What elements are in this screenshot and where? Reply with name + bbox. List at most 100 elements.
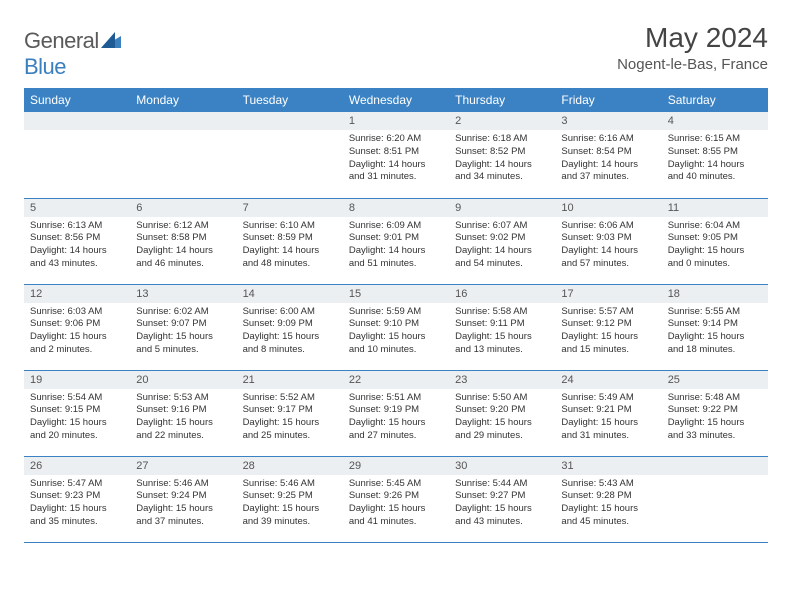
day-cell: 21Sunrise: 5:52 AMSunset: 9:17 PMDayligh… (237, 370, 343, 456)
day-number: 31 (555, 457, 661, 475)
day-number (662, 457, 768, 475)
day-cell: 1Sunrise: 6:20 AMSunset: 8:51 PMDaylight… (343, 112, 449, 198)
day-number: 23 (449, 371, 555, 389)
day-number: 15 (343, 285, 449, 303)
empty-cell (662, 456, 768, 542)
day-content: Sunrise: 5:53 AMSunset: 9:16 PMDaylight:… (130, 389, 236, 447)
day-cell: 15Sunrise: 5:59 AMSunset: 9:10 PMDayligh… (343, 284, 449, 370)
weekday-header: Tuesday (237, 88, 343, 112)
weekday-header: Wednesday (343, 88, 449, 112)
day-number: 13 (130, 285, 236, 303)
day-cell: 11Sunrise: 6:04 AMSunset: 9:05 PMDayligh… (662, 198, 768, 284)
day-content: Sunrise: 5:46 AMSunset: 9:24 PMDaylight:… (130, 475, 236, 533)
calendar-table: SundayMondayTuesdayWednesdayThursdayFrid… (24, 88, 768, 543)
day-cell: 17Sunrise: 5:57 AMSunset: 9:12 PMDayligh… (555, 284, 661, 370)
title-block: May 2024 Nogent-le-Bas, France (617, 22, 768, 73)
day-content: Sunrise: 6:07 AMSunset: 9:02 PMDaylight:… (449, 217, 555, 275)
day-cell: 25Sunrise: 5:48 AMSunset: 9:22 PMDayligh… (662, 370, 768, 456)
empty-cell (130, 112, 236, 198)
calendar-row: 5Sunrise: 6:13 AMSunset: 8:56 PMDaylight… (24, 198, 768, 284)
day-cell: 13Sunrise: 6:02 AMSunset: 9:07 PMDayligh… (130, 284, 236, 370)
day-cell: 9Sunrise: 6:07 AMSunset: 9:02 PMDaylight… (449, 198, 555, 284)
calendar-row: 12Sunrise: 6:03 AMSunset: 9:06 PMDayligh… (24, 284, 768, 370)
day-cell: 22Sunrise: 5:51 AMSunset: 9:19 PMDayligh… (343, 370, 449, 456)
day-content: Sunrise: 6:15 AMSunset: 8:55 PMDaylight:… (662, 130, 768, 188)
day-number: 11 (662, 199, 768, 217)
day-number: 27 (130, 457, 236, 475)
day-cell: 4Sunrise: 6:15 AMSunset: 8:55 PMDaylight… (662, 112, 768, 198)
day-content: Sunrise: 5:44 AMSunset: 9:27 PMDaylight:… (449, 475, 555, 533)
day-content: Sunrise: 6:12 AMSunset: 8:58 PMDaylight:… (130, 217, 236, 275)
month-title: May 2024 (617, 22, 768, 54)
day-number: 4 (662, 112, 768, 130)
logo-shape (101, 28, 121, 54)
weekday-header: Sunday (24, 88, 130, 112)
day-content: Sunrise: 5:49 AMSunset: 9:21 PMDaylight:… (555, 389, 661, 447)
day-number: 1 (343, 112, 449, 130)
day-cell: 7Sunrise: 6:10 AMSunset: 8:59 PMDaylight… (237, 198, 343, 284)
calendar-body: 1Sunrise: 6:20 AMSunset: 8:51 PMDaylight… (24, 112, 768, 542)
day-cell: 3Sunrise: 6:16 AMSunset: 8:54 PMDaylight… (555, 112, 661, 198)
day-content (130, 130, 236, 180)
location: Nogent-le-Bas, France (617, 56, 768, 73)
day-cell: 31Sunrise: 5:43 AMSunset: 9:28 PMDayligh… (555, 456, 661, 542)
calendar-row: 26Sunrise: 5:47 AMSunset: 9:23 PMDayligh… (24, 456, 768, 542)
day-number: 6 (130, 199, 236, 217)
day-content: Sunrise: 6:02 AMSunset: 9:07 PMDaylight:… (130, 303, 236, 361)
weekday-header: Friday (555, 88, 661, 112)
day-number: 16 (449, 285, 555, 303)
day-number (237, 112, 343, 130)
day-content: Sunrise: 6:03 AMSunset: 9:06 PMDaylight:… (24, 303, 130, 361)
day-content: Sunrise: 5:57 AMSunset: 9:12 PMDaylight:… (555, 303, 661, 361)
empty-cell (24, 112, 130, 198)
day-cell: 30Sunrise: 5:44 AMSunset: 9:27 PMDayligh… (449, 456, 555, 542)
day-content: Sunrise: 5:47 AMSunset: 9:23 PMDaylight:… (24, 475, 130, 533)
day-cell: 12Sunrise: 6:03 AMSunset: 9:06 PMDayligh… (24, 284, 130, 370)
day-number: 20 (130, 371, 236, 389)
day-cell: 16Sunrise: 5:58 AMSunset: 9:11 PMDayligh… (449, 284, 555, 370)
day-number: 26 (24, 457, 130, 475)
day-cell: 18Sunrise: 5:55 AMSunset: 9:14 PMDayligh… (662, 284, 768, 370)
day-content: Sunrise: 5:45 AMSunset: 9:26 PMDaylight:… (343, 475, 449, 533)
header: GeneralBlue May 2024 Nogent-le-Bas, Fran… (24, 22, 768, 80)
day-number (130, 112, 236, 130)
day-number: 29 (343, 457, 449, 475)
day-content: Sunrise: 5:59 AMSunset: 9:10 PMDaylight:… (343, 303, 449, 361)
day-content: Sunrise: 6:06 AMSunset: 9:03 PMDaylight:… (555, 217, 661, 275)
day-cell: 10Sunrise: 6:06 AMSunset: 9:03 PMDayligh… (555, 198, 661, 284)
day-cell: 20Sunrise: 5:53 AMSunset: 9:16 PMDayligh… (130, 370, 236, 456)
calendar-row: 1Sunrise: 6:20 AMSunset: 8:51 PMDaylight… (24, 112, 768, 198)
day-content: Sunrise: 5:48 AMSunset: 9:22 PMDaylight:… (662, 389, 768, 447)
day-content: Sunrise: 5:46 AMSunset: 9:25 PMDaylight:… (237, 475, 343, 533)
day-content (662, 475, 768, 525)
day-content: Sunrise: 6:20 AMSunset: 8:51 PMDaylight:… (343, 130, 449, 188)
day-cell: 24Sunrise: 5:49 AMSunset: 9:21 PMDayligh… (555, 370, 661, 456)
weekday-header: Thursday (449, 88, 555, 112)
weekday-header-row: SundayMondayTuesdayWednesdayThursdayFrid… (24, 88, 768, 112)
calendar-row: 19Sunrise: 5:54 AMSunset: 9:15 PMDayligh… (24, 370, 768, 456)
day-number: 18 (662, 285, 768, 303)
day-content: Sunrise: 6:16 AMSunset: 8:54 PMDaylight:… (555, 130, 661, 188)
day-number: 10 (555, 199, 661, 217)
day-number: 8 (343, 199, 449, 217)
day-number: 7 (237, 199, 343, 217)
weekday-header: Monday (130, 88, 236, 112)
day-number: 14 (237, 285, 343, 303)
day-number (24, 112, 130, 130)
day-content: Sunrise: 5:52 AMSunset: 9:17 PMDaylight:… (237, 389, 343, 447)
day-content: Sunrise: 6:10 AMSunset: 8:59 PMDaylight:… (237, 217, 343, 275)
logo-word-general: General (24, 28, 99, 53)
day-cell: 8Sunrise: 6:09 AMSunset: 9:01 PMDaylight… (343, 198, 449, 284)
logo: GeneralBlue (24, 28, 121, 80)
weekday-header: Saturday (662, 88, 768, 112)
logo-word-blue: Blue (24, 54, 66, 79)
day-number: 22 (343, 371, 449, 389)
day-number: 2 (449, 112, 555, 130)
day-content: Sunrise: 5:55 AMSunset: 9:14 PMDaylight:… (662, 303, 768, 361)
day-cell: 6Sunrise: 6:12 AMSunset: 8:58 PMDaylight… (130, 198, 236, 284)
day-cell: 27Sunrise: 5:46 AMSunset: 9:24 PMDayligh… (130, 456, 236, 542)
day-number: 25 (662, 371, 768, 389)
day-cell: 26Sunrise: 5:47 AMSunset: 9:23 PMDayligh… (24, 456, 130, 542)
day-number: 3 (555, 112, 661, 130)
day-content: Sunrise: 6:09 AMSunset: 9:01 PMDaylight:… (343, 217, 449, 275)
